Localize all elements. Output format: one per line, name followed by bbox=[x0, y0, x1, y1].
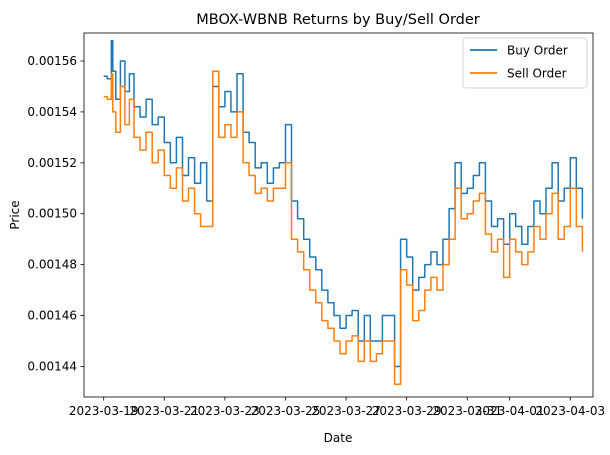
y-tick-label: 0.00148 bbox=[27, 258, 77, 272]
x-axis-label: Date bbox=[324, 431, 353, 445]
x-tick-label: 2023-04-01 bbox=[475, 404, 545, 418]
series-line-sell-order bbox=[103, 70, 584, 386]
x-tick-label: 2023-03-29 bbox=[372, 404, 442, 418]
chart-title: MBOX-WBNB Returns by Buy/Sell Order bbox=[196, 12, 480, 28]
y-tick-label: 0.00144 bbox=[27, 359, 77, 373]
y-tick-label: 0.00146 bbox=[27, 309, 77, 323]
x-tick-label: 2023-03-27 bbox=[311, 404, 381, 418]
x-tick-label: 2023-03-31 bbox=[432, 404, 502, 418]
plot-area bbox=[103, 39, 584, 386]
legend-label-sell-order: Sell Order bbox=[507, 67, 567, 81]
legend-label-buy-order: Buy Order bbox=[507, 44, 568, 58]
x-tick-label: 2023-03-25 bbox=[251, 404, 321, 418]
y-tick-label: 0.00150 bbox=[27, 207, 77, 221]
x-tick-label: 2023-03-21 bbox=[129, 404, 199, 418]
y-tick-label: 0.00156 bbox=[27, 54, 77, 68]
x-tick-label: 2023-03-19 bbox=[69, 404, 139, 418]
axes-frame bbox=[83, 32, 594, 398]
x-axis-ticks: 2023-03-192023-03-212023-03-232023-03-25… bbox=[69, 397, 605, 418]
y-axis-label: Price bbox=[8, 200, 22, 229]
y-axis-ticks: 0.00144 0.00146 0.00148 0.00150 0.00152 0.001… bbox=[27, 54, 84, 373]
x-tick-label: 2023-04-03 bbox=[535, 404, 605, 418]
legend: Buy Order Sell Order bbox=[462, 37, 588, 89]
y-tick-label: 0.00152 bbox=[27, 156, 77, 170]
x-tick-label: 2023-03-23 bbox=[190, 404, 260, 418]
series-line-buy-order bbox=[103, 39, 584, 368]
y-tick-label: 0.00154 bbox=[27, 105, 77, 119]
